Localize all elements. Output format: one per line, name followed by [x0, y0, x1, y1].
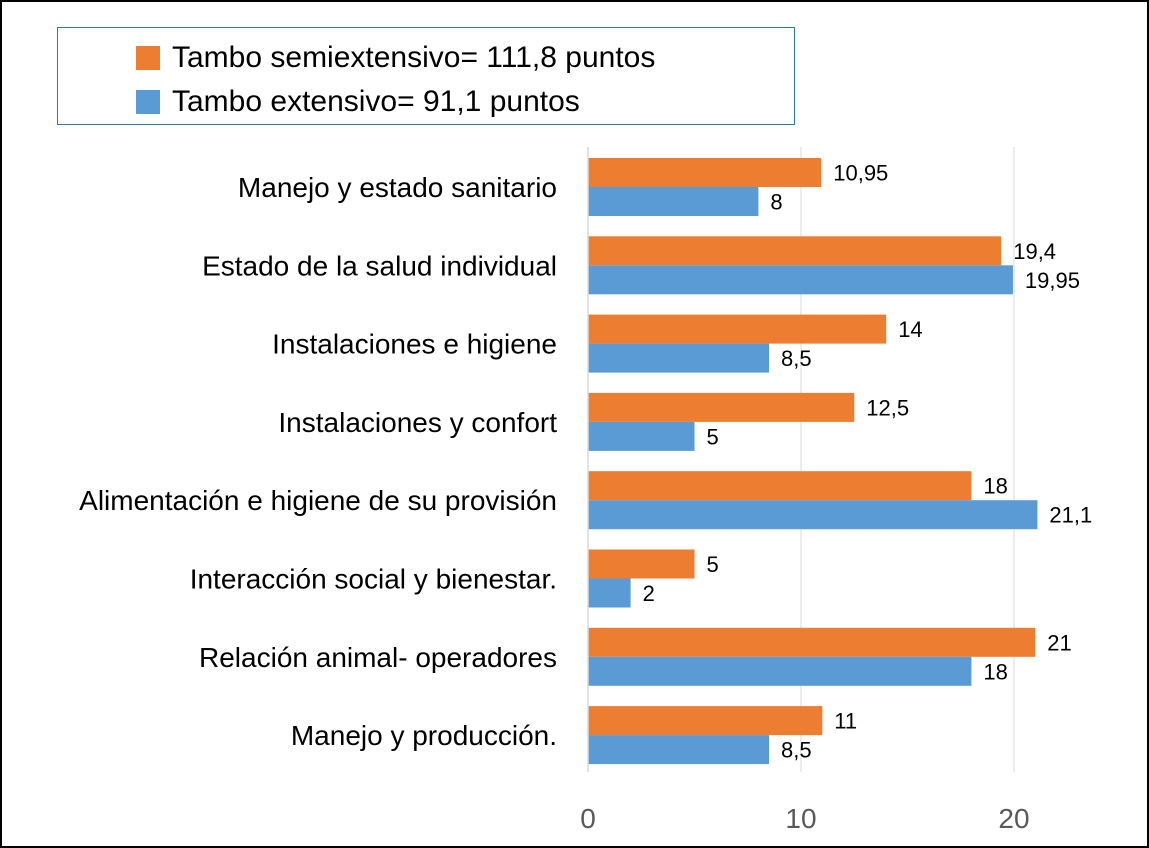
value-label-semiextensivo-3: 12,5 — [866, 395, 909, 420]
bar-extensivo-7 — [588, 735, 770, 765]
bar-semiextensivo-4 — [588, 471, 972, 501]
value-label-semiextensivo-1: 19,4 — [1013, 239, 1056, 264]
value-label-extensivo-7: 8,5 — [781, 738, 812, 763]
value-label-semiextensivo-2: 14 — [898, 317, 922, 342]
bar-extensivo-0 — [588, 187, 759, 216]
legend-label-extensivo: Tambo extensivo= 91,1 puntos — [172, 85, 580, 118]
bar-extensivo-1 — [588, 265, 1013, 295]
bar-extensivo-4 — [588, 500, 1038, 530]
category-label-2: Instalaciones e higiene — [272, 329, 557, 360]
value-label-extensivo-3: 5 — [707, 424, 719, 449]
bar-semiextensivo-0 — [588, 158, 822, 187]
category-label-1: Estado de la salud individual — [202, 250, 557, 281]
value-label-extensivo-0: 8 — [770, 190, 782, 215]
legend-swatch-semiextensivo — [136, 46, 160, 70]
legend-swatch-extensivo — [136, 90, 160, 114]
value-label-extensivo-2: 8,5 — [781, 346, 812, 371]
bar-semiextensivo-1 — [588, 236, 1002, 266]
legend: Tambo semiextensivo= 111,8 puntos Tambo … — [57, 27, 795, 125]
value-label-extensivo-4: 21,1 — [1049, 503, 1092, 528]
value-label-semiextensivo-5: 5 — [707, 552, 719, 577]
category-label-4: Alimentación e higiene de su provisión — [79, 485, 557, 516]
bar-semiextensivo-5 — [588, 549, 695, 579]
value-label-semiextensivo-6: 21 — [1047, 630, 1071, 655]
category-label-6: Relación animal- operadores — [199, 642, 557, 673]
value-label-semiextensivo-7: 11 — [834, 709, 857, 734]
bar-extensivo-5 — [588, 578, 631, 608]
bar-extensivo-6 — [588, 656, 972, 686]
category-label-0: Manejo y estado sanitario — [238, 172, 557, 203]
legend-entry-extensivo: Tambo extensivo= 91,1 puntos — [136, 82, 580, 122]
x-tick-label-0: 0 — [580, 803, 596, 834]
legend-label-semiextensivo: Tambo semiextensivo= 111,8 puntos — [172, 41, 656, 74]
bar-extensivo-2 — [588, 343, 770, 373]
bar-extensivo-3 — [588, 421, 695, 451]
x-tick-label-20: 20 — [998, 803, 1029, 834]
x-tick-label-10: 10 — [785, 803, 816, 834]
legend-entry-semiextensivo: Tambo semiextensivo= 111,8 puntos — [136, 38, 655, 78]
value-label-extensivo-6: 18 — [983, 659, 1007, 684]
category-label-7: Manejo y producción. — [291, 720, 557, 751]
bar-semiextensivo-2 — [588, 314, 887, 344]
category-label-3: Instalaciones y confort — [278, 407, 557, 438]
value-label-semiextensivo-4: 18 — [983, 474, 1007, 499]
value-label-extensivo-5: 2 — [643, 581, 655, 606]
category-label-5: Interacción social y bienestar. — [190, 564, 557, 595]
bar-semiextensivo-7 — [588, 706, 823, 736]
value-label-extensivo-1: 19,95 — [1025, 268, 1080, 293]
bar-semiextensivo-6 — [588, 627, 1036, 657]
bar-semiextensivo-3 — [588, 392, 855, 422]
value-label-semiextensivo-0: 10,95 — [833, 161, 888, 186]
